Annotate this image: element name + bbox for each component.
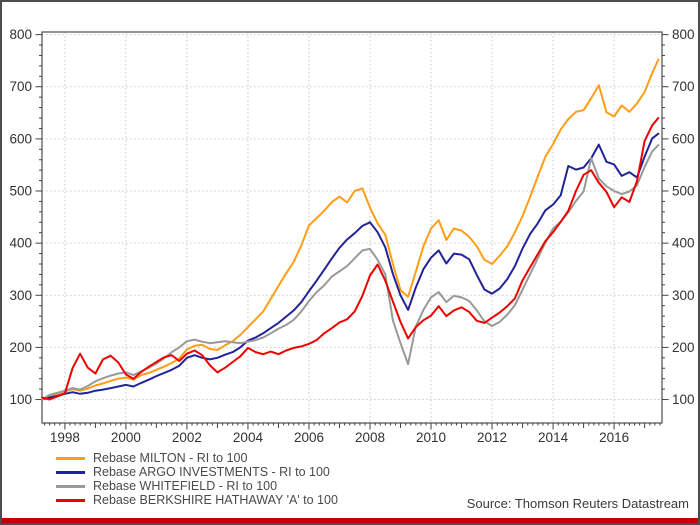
legend-item-whitefield: Rebase WHITEFIELD - RI to 100 bbox=[56, 479, 338, 493]
svg-text:2014: 2014 bbox=[538, 430, 569, 445]
y-axis-ticks: 100 100 200 200 300 300 400 400 500 500 600 600 700 7… bbox=[9, 27, 694, 407]
svg-text:700: 700 bbox=[672, 79, 695, 94]
legend-item-argo: Rebase ARGO INVESTMENTS - RI to 100 bbox=[56, 465, 338, 479]
svg-text:2008: 2008 bbox=[355, 430, 385, 445]
legend-label-milton: Rebase MILTON - RI to 100 bbox=[93, 451, 248, 465]
milton-line-swatch bbox=[56, 456, 85, 460]
legend-label-whitefield: Rebase WHITEFIELD - RI to 100 bbox=[93, 479, 278, 493]
svg-text:1998: 1998 bbox=[50, 430, 80, 445]
svg-text:300: 300 bbox=[672, 288, 695, 303]
svg-text:700: 700 bbox=[9, 79, 32, 94]
svg-text:2002: 2002 bbox=[172, 430, 202, 445]
series-line-argo-investments bbox=[41, 132, 660, 401]
svg-text:2010: 2010 bbox=[416, 430, 446, 445]
svg-text:500: 500 bbox=[9, 184, 32, 199]
whitefield-line-swatch bbox=[56, 484, 85, 488]
x-axis-ticks: 1998 2000 2002 2004 2006 2008 2010 2012 2014 2016 bbox=[44, 423, 661, 445]
svg-text:2006: 2006 bbox=[294, 430, 324, 445]
svg-text:300: 300 bbox=[9, 288, 32, 303]
legend-item-berkshire: Rebase BERKSHIRE HATHAWAY 'A' to 100 bbox=[56, 493, 338, 507]
svg-text:100: 100 bbox=[672, 392, 695, 407]
svg-text:600: 600 bbox=[9, 131, 32, 146]
gridlines bbox=[42, 32, 662, 423]
svg-text:2012: 2012 bbox=[477, 430, 507, 445]
svg-text:600: 600 bbox=[672, 131, 695, 146]
svg-text:2000: 2000 bbox=[111, 430, 141, 445]
argo-line-swatch bbox=[56, 470, 85, 474]
berkshire-line-swatch bbox=[56, 498, 85, 502]
svg-text:400: 400 bbox=[9, 236, 32, 251]
source-label: Source: Thomson Reuters Datastream bbox=[466, 496, 689, 511]
svg-text:2004: 2004 bbox=[233, 430, 264, 445]
bottom-red-bar bbox=[2, 518, 698, 523]
svg-text:800: 800 bbox=[672, 27, 695, 42]
svg-text:2016: 2016 bbox=[599, 430, 629, 445]
legend-label-berkshire: Rebase BERKSHIRE HATHAWAY 'A' to 100 bbox=[93, 493, 338, 507]
svg-text:200: 200 bbox=[672, 340, 695, 355]
series-line-whitefield bbox=[41, 144, 660, 401]
svg-text:200: 200 bbox=[9, 340, 32, 355]
svg-text:500: 500 bbox=[672, 184, 695, 199]
legend-item-milton: Rebase MILTON - RI to 100 bbox=[56, 451, 338, 465]
plot-frame bbox=[41, 31, 663, 424]
svg-text:800: 800 bbox=[9, 27, 32, 42]
legend-label-argo: Rebase ARGO INVESTMENTS - RI to 100 bbox=[93, 465, 330, 479]
series-line-milton bbox=[41, 58, 660, 401]
series-line-berkshire-hathaway-a bbox=[41, 117, 660, 401]
svg-text:100: 100 bbox=[9, 392, 32, 407]
legend: Rebase MILTON - RI to 100 Rebase ARGO IN… bbox=[56, 451, 338, 507]
svg-text:400: 400 bbox=[672, 236, 695, 251]
